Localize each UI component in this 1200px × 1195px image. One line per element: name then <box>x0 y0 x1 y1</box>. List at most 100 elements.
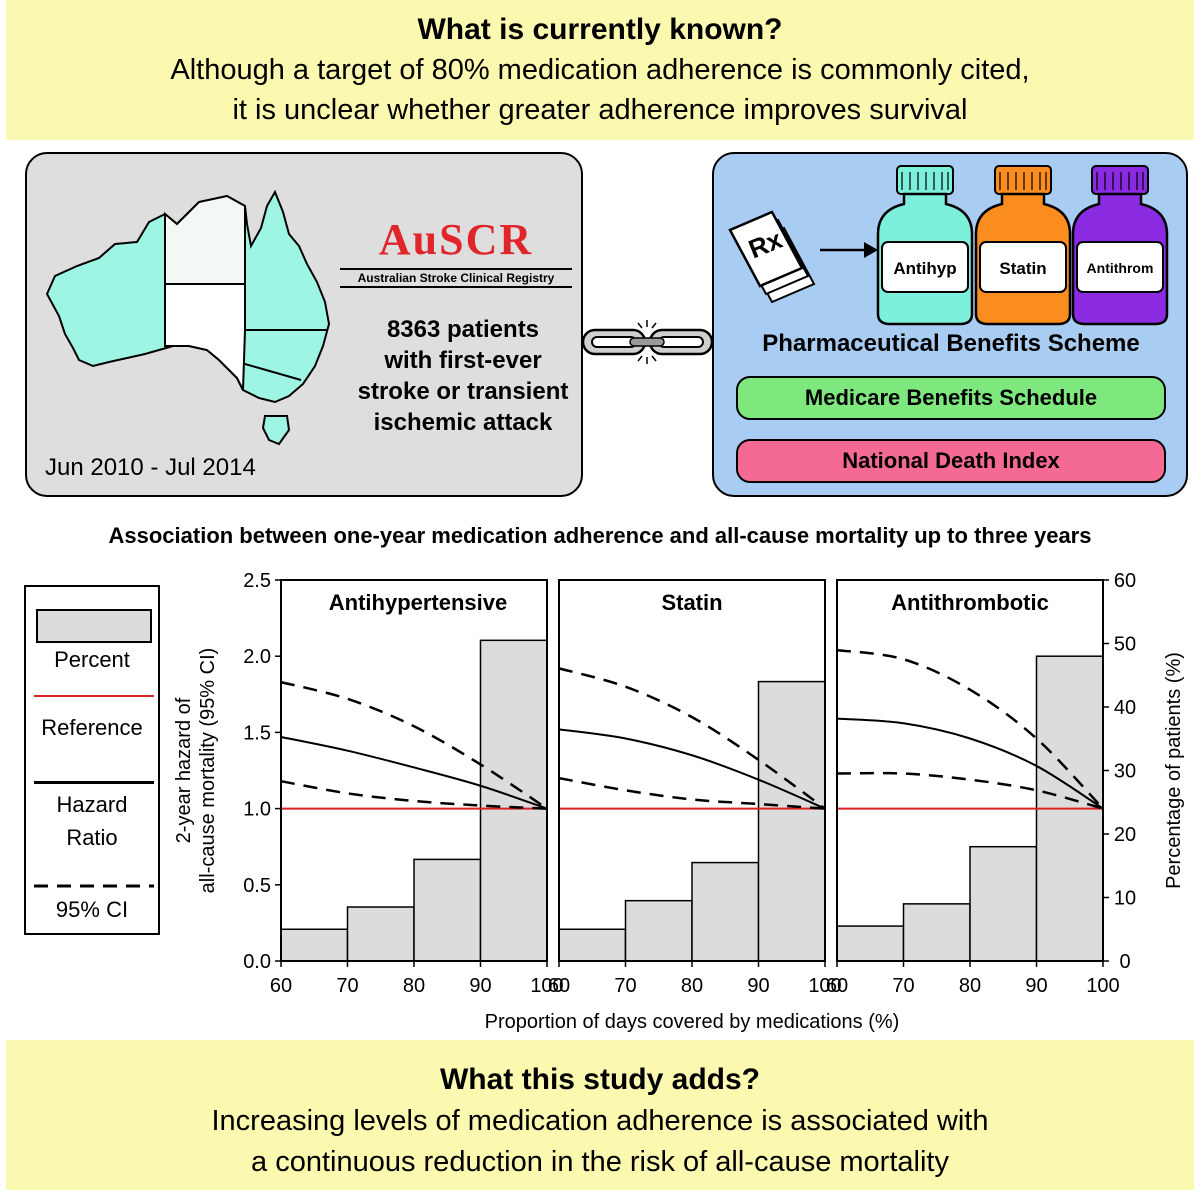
legend-ci-label: 95% CI <box>55 897 129 922</box>
x-tick-label-0-2: 80 <box>403 975 425 997</box>
y-right-tick-label-2: 20 <box>1114 824 1136 846</box>
northern-territory-shape <box>164 194 246 285</box>
percent-bar-2-0 <box>836 925 905 962</box>
y-left-tick-label-5: 2.5 <box>243 570 271 592</box>
patients-line-2: with first-ever <box>384 347 542 374</box>
percent-bar-0-1 <box>346 906 415 962</box>
ndi-pill: National Death Index <box>736 439 1166 483</box>
y-left-title-line-2: all-cause mortality (95% CI) <box>197 648 219 894</box>
x-tick-label-0-1: 70 <box>336 975 358 997</box>
x-axis-title: Proportion of days covered by medication… <box>485 1011 900 1033</box>
x-tick-label-1-2: 80 <box>681 975 703 997</box>
legend-reference-line <box>34 695 154 697</box>
y-right-title: Percentage of patients (%) <box>1163 652 1185 889</box>
percent-bar-1-2 <box>691 861 760 962</box>
x-tick-label-1-3: 90 <box>747 975 769 997</box>
patients-line-1: 8363 patients <box>386 316 540 343</box>
x-tick-label-0-4: 100 <box>530 975 563 997</box>
panel-title-0: Antihypertensive <box>329 590 508 615</box>
data-linkage-panel: Rx Antihyp <box>712 152 1188 497</box>
y-right-tick-label-4: 40 <box>1114 697 1136 719</box>
statin-bottle-label: Statin <box>999 259 1046 278</box>
x-tick-label-1-4: 100 <box>808 975 841 997</box>
arrow-head-icon <box>864 242 878 258</box>
antithrombotic-bottle-icon: Antithrom <box>1071 165 1169 326</box>
statin-bottle-icon: Statin <box>974 165 1072 326</box>
x-tick-label-2-2: 80 <box>959 975 981 997</box>
patients-line-4: ischemic attack <box>373 409 553 436</box>
legend-percent-swatch <box>36 609 152 643</box>
percent-bar-1-3 <box>757 680 826 962</box>
adds-line-1: Increasing levels of medication adherenc… <box>211 1105 989 1137</box>
percent-bar-1-0 <box>558 928 627 962</box>
legend-hazard-label-1: Hazard <box>56 792 128 817</box>
legend-hazard-label-2: Ratio <box>66 825 118 850</box>
hazard-ratio-line-1 <box>558 728 826 810</box>
registry-panel: AuSCR Australian Stroke Clinical Registr… <box>25 152 583 497</box>
x-tick-label-2-3: 90 <box>1025 975 1047 997</box>
y-right-tick-label-5: 50 <box>1114 634 1136 656</box>
legend-reference-label: Reference <box>41 715 143 740</box>
x-tick-label-2-0: 60 <box>826 975 848 997</box>
x-tick-label-1-0: 60 <box>548 975 570 997</box>
legend-ci-line <box>34 884 154 888</box>
y-left-tick-label-3: 1.5 <box>243 722 271 744</box>
x-tick-label-2-4: 100 <box>1086 975 1119 997</box>
chart-panel-1: Statin 60 70 80 90 100 <box>548 579 842 997</box>
ci-upper-line-0 <box>280 680 548 810</box>
patients-text: 8363 patients with first-ever stroke or … <box>313 314 613 438</box>
pbs-label: Pharmaceutical Benefits Scheme <box>762 330 1140 357</box>
percent-bar-2-2 <box>969 845 1038 962</box>
date-range: Jun 2010 - Jul 2014 <box>45 454 256 481</box>
chain-link-icon <box>581 320 714 364</box>
x-tick-label-2-1: 70 <box>892 975 914 997</box>
prescription-icon: Rx <box>728 210 816 304</box>
percent-bar-2-1 <box>902 903 971 962</box>
south-australia-shape <box>164 283 246 391</box>
ci-upper-line-1 <box>558 667 826 810</box>
hazard-ratio-line-2 <box>836 717 1104 810</box>
association-title: Association between one-year medication … <box>108 523 1092 548</box>
y-right-tick-label-0: 0 <box>1119 951 1130 973</box>
percent-bar-1-1 <box>624 899 693 962</box>
known-heading: What is currently known? <box>417 13 783 46</box>
adds-heading: What this study adds? <box>439 1063 760 1096</box>
top-banner: What is currently known? Although a targ… <box>6 0 1194 140</box>
registry-name: Australian Stroke Clinical Registry <box>340 268 572 288</box>
antithrom-bottle-label: Antithrom <box>1087 260 1154 276</box>
y-left-tick-label-1: 0.5 <box>243 875 271 897</box>
known-line-1: Although a target of 80% medication adhe… <box>170 54 1030 86</box>
percent-bar-0-2 <box>413 858 482 962</box>
known-line-2: it is unclear whether greater adherence … <box>232 94 968 126</box>
antihypertensive-bottle-icon: Antihyp <box>876 165 974 326</box>
y-left-tick-label-2: 1.0 <box>243 799 271 821</box>
y-right-tick-label-1: 10 <box>1114 888 1136 910</box>
y-right-tick-label-6: 60 <box>1114 570 1136 592</box>
chart-legend: Percent Reference Hazard Ratio 95% CI <box>24 585 160 935</box>
bottom-banner: What this study adds? Increasing levels … <box>6 1040 1194 1190</box>
ci-upper-line-2 <box>836 648 1104 810</box>
x-tick-label-0-0: 60 <box>270 975 292 997</box>
adds-line-2: a continuous reduction in the risk of al… <box>251 1146 949 1178</box>
mbs-pill: Medicare Benefits Schedule <box>736 376 1166 420</box>
x-tick-label-1-1: 70 <box>614 975 636 997</box>
vic-border <box>244 363 302 381</box>
chart-panel-2: Antithrombotic 60 70 80 90 100 <box>826 579 1120 997</box>
auscr-logo: AuSCR Australian Stroke Clinical Registr… <box>340 218 572 288</box>
legend-percent-label: Percent <box>54 647 130 672</box>
chart-panel-0: Antihypertensive 60 70 80 90 100 <box>270 579 564 997</box>
patients-line-3: stroke or transient <box>357 378 569 405</box>
antihyp-bottle-label: Antihyp <box>893 259 956 278</box>
percent-bar-0-0 <box>280 928 349 962</box>
auscr-logo-text: AuSCR <box>378 215 534 264</box>
panel-title-1: Statin <box>661 590 722 615</box>
tasmania-shape <box>261 415 291 446</box>
legend-hazard-line <box>34 781 154 784</box>
australia-map-icon <box>45 189 331 446</box>
prescription-bottles-graphic: Rx Antihyp <box>728 165 1169 326</box>
y-right-tick-label-3: 30 <box>1114 761 1136 783</box>
y-left-tick-label-4: 2.0 <box>243 646 271 668</box>
x-tick-label-0-3: 90 <box>469 975 491 997</box>
y-left-title-line-1: 2-year hazard of <box>173 697 195 843</box>
